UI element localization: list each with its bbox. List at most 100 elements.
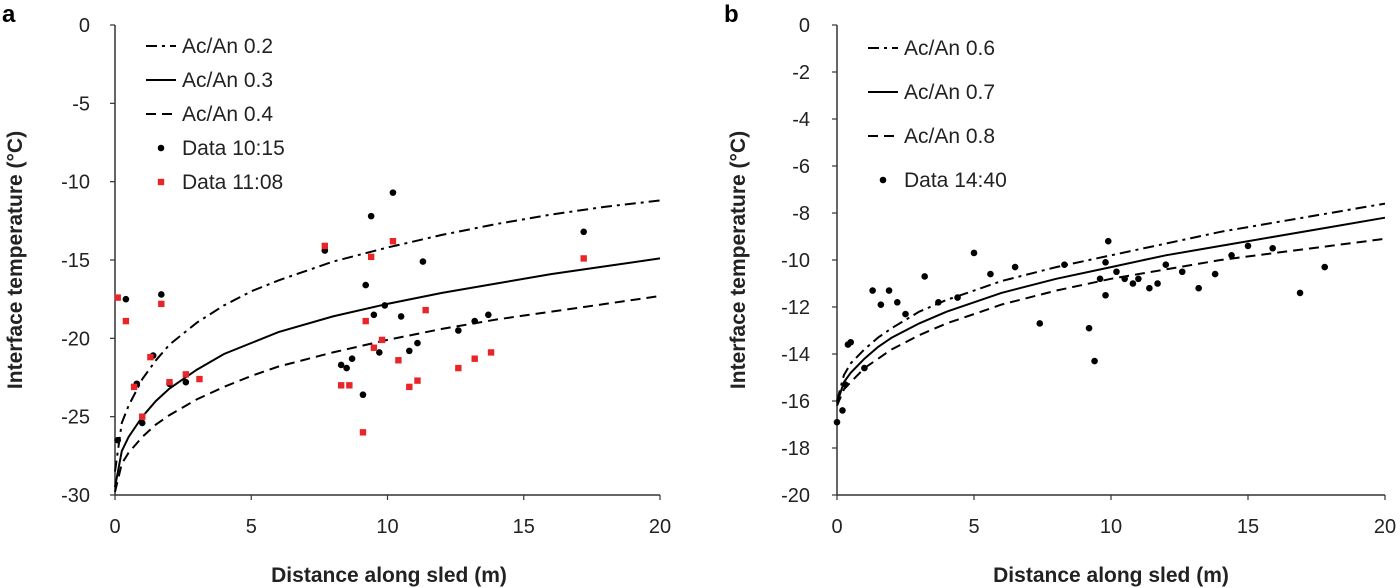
- panel-a-series-data-11-08-point: [455, 364, 462, 372]
- panel-b-series-data-14-40-point: [839, 407, 846, 414]
- panel-a-series-data-10-15-point: [359, 391, 367, 399]
- panel-a-series-data-10-15-point: [362, 281, 370, 289]
- panel-b-series-data-14-40-point: [1102, 259, 1109, 266]
- panel-a-legend-data-10-15-swatch: [157, 144, 165, 152]
- panel-b-series-data-14-40-point: [921, 273, 928, 280]
- panel-a-y-axis-title: Interface temperature (°C): [4, 131, 27, 389]
- panel-a-series-data-11-08-point: [321, 242, 329, 250]
- panel-a-series-data-11-08-point: [147, 353, 154, 361]
- panel-a-x-axis-title: Distance along sled (m): [271, 564, 507, 587]
- panel-a-legend-ac-an-0-2-label: Ac/An 0.2: [182, 35, 273, 58]
- panel-a-series-data-11-08-point: [471, 355, 478, 362]
- panel-a-series-data-11-08-point: [367, 253, 375, 261]
- panel-b-series-data-14-40-point: [847, 338, 854, 346]
- panel-a-y-tick-label: -20: [61, 328, 90, 350]
- panel-a-series-data-11-08-point: [362, 317, 369, 325]
- panel-b-legend-ac-an-0-6-label: Ac/An 0.6: [904, 37, 995, 60]
- panel-a-y-tick-label: -10: [61, 172, 90, 194]
- panel-a-series-data-10-15-point: [138, 419, 146, 427]
- panel-b-series-data-14-40-point: [1244, 242, 1252, 250]
- panel-b-series-data-14-40-point: [833, 418, 841, 426]
- panel-b-series-data-14-40-point: [1096, 275, 1104, 283]
- panel-b-series-data-14-40-point: [877, 301, 885, 308]
- panel-a-series-data-10-15-point: [337, 361, 345, 369]
- panel-a-x-tick-label: 20: [649, 516, 671, 538]
- panel-b-x-tick-label: 5: [968, 516, 979, 538]
- panel-b-series-data-14-40-point: [1296, 289, 1304, 297]
- panel-b-y-tick-label: -14: [781, 344, 810, 366]
- panel-a-series-data-11-08-point: [395, 357, 402, 364]
- panel-a-y-tick-label: -5: [72, 93, 90, 115]
- panel-b-y-tick-label: -10: [781, 250, 810, 272]
- panel-b-y-tick-label: -6: [792, 156, 810, 178]
- panel-b-y-tick-label: 0: [799, 15, 810, 37]
- panel-a-series-data-10-15-point: [376, 349, 383, 356]
- panel-a-series-data-11-08-point: [487, 349, 495, 356]
- panel-b-series-data-14-40-point: [1228, 252, 1235, 259]
- panel-a-series-data-11-08-point: [389, 238, 397, 245]
- panel-a-series-data-11-08-point: [114, 294, 121, 301]
- panel-b-series-data-14-40-point: [1162, 261, 1170, 269]
- panel-a-series-data-11-08-point: [370, 344, 378, 351]
- panel-b-series-data-14-40-point: [1178, 268, 1186, 276]
- panel-a-series-data-11-08-point: [182, 371, 190, 378]
- panel-a-x-tick-label: 15: [513, 516, 535, 538]
- panel-b-series-data-14-40-point: [1321, 263, 1329, 271]
- panel-a-series-data-10-15-point: [455, 327, 462, 334]
- panel-a-series-ac-an-0-2-line: [114, 199, 661, 472]
- panel-a-series-data-11-08-point: [196, 375, 203, 383]
- panel-a-series-data-10-15-point: [580, 228, 587, 236]
- panel-b-plot: 0 -2 -4 -6 -8 -10 -12 -14 -16 -18 -20 0 5 10 15 20 Ac/An…: [781, 15, 1396, 538]
- panel-a-series-ac-an-0-4-line: [114, 295, 661, 493]
- panel-a-series-data-10-15-point: [343, 364, 350, 372]
- panel-b-series-data-14-40-point: [841, 381, 849, 388]
- panel-a-series-data-11-08-point: [130, 383, 138, 391]
- panel-b-y-tick-label: -18: [781, 438, 810, 460]
- panel-a-series-data-11-08-point: [139, 413, 146, 420]
- panel-a-legend: Ac/An 0.2 Ac/An 0.3 Ac/An 0.4 Data 10:15 Dat…: [146, 35, 285, 194]
- panel-b-legend-data-14-40-label: Data 14:40: [904, 169, 1007, 192]
- panel-a-legend-data-11-08-label: Data 11:08: [182, 171, 283, 194]
- panel-b-x-tick-label: 0: [831, 516, 842, 538]
- panel-a-series-data-10-15-point: [381, 302, 389, 309]
- panel-b-y-tick-label: -2: [792, 62, 810, 84]
- panel-b-series-data-14-40-point: [1121, 275, 1128, 283]
- panel-a: a Distance along sled (m) Interface temp…: [2, 1, 671, 587]
- panel-a-x-tick-label: 5: [246, 516, 257, 538]
- panel-a-series-data-10-15-point: [389, 189, 397, 196]
- panel-b-series-data-14-40-point: [1211, 270, 1219, 278]
- panel-a-series-data-10-15-point: [370, 311, 378, 319]
- panel-b-x-tick-label: 10: [1100, 516, 1122, 538]
- panel-a-y-tick-label: 0: [79, 15, 90, 37]
- panel-a-legend-data-10-15-label: Data 10:15: [182, 137, 285, 160]
- panel-b-y-tick-label: -20: [781, 485, 810, 507]
- panel-b-series-data-14-40-point: [1085, 324, 1093, 332]
- panel-a-series-data-10-15-point: [158, 291, 165, 298]
- panel-b-y-tick-label: -8: [792, 203, 810, 225]
- panel-a-y-tick-label: -25: [61, 407, 90, 429]
- panel-a-series-data-10-15-point: [471, 317, 479, 325]
- panel-a-series-ac-an-0-3-line: [114, 257, 661, 488]
- panel-a-series-data-10-15-point: [122, 295, 130, 303]
- panel-a-legend-ac-an-0-3-label: Ac/An 0.3: [182, 69, 273, 92]
- panel-b-series-data-14-40-point: [885, 287, 893, 294]
- panel-a-label: a: [2, 1, 16, 28]
- panel-b-series-data-14-40-point: [1061, 261, 1068, 269]
- panel-b-series-ac-an-0-7-line: [836, 216, 1386, 404]
- panel-b-x-tick-label: 15: [1237, 516, 1259, 538]
- panel-b-series-data-14-40-point: [893, 299, 901, 306]
- panel-b-y-tick-label: -16: [781, 391, 810, 413]
- panel-a-series-data-11-08-point: [158, 300, 165, 308]
- panel-b-series-data-14-40-point: [1104, 237, 1112, 245]
- panel-b-series-data-14-40-point: [954, 294, 961, 301]
- panel-b-series-data-14-40-point: [1195, 284, 1202, 292]
- panel-b-series-data-14-40-point: [1102, 291, 1109, 299]
- panel-b-series-data-14-40-point: [1146, 284, 1153, 292]
- panel-a-series-data-11-08-point: [166, 379, 173, 386]
- panel-b-series-data-14-40-point: [987, 270, 994, 278]
- panel-a-legend-data-11-08-swatch: [157, 178, 165, 186]
- panel-b-series-data-14-40-point: [1269, 244, 1276, 252]
- panel-b-legend-ac-an-0-7-label: Ac/An 0.7: [904, 81, 995, 104]
- panel-a-series-data-10-15-point: [406, 347, 413, 355]
